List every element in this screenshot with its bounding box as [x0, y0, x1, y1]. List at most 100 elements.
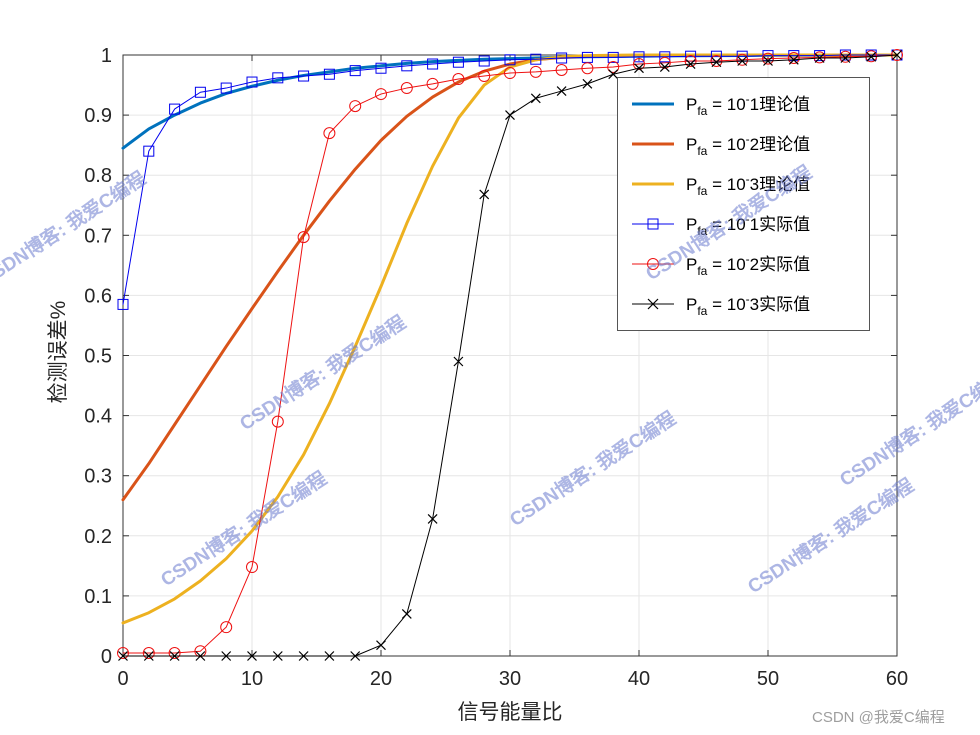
- x-marker: [892, 50, 902, 60]
- x-marker: [659, 62, 670, 72]
- x-marker: [814, 53, 825, 63]
- legend-item: Pfa = 10-3理论值: [618, 164, 869, 204]
- csdn-credit: CSDN @我爱C编程: [812, 709, 945, 726]
- square-marker: [220, 82, 232, 94]
- x-marker: [711, 57, 722, 68]
- circle-marker: [117, 646, 129, 659]
- x-marker: [350, 651, 361, 661]
- circle-marker: [246, 561, 258, 574]
- legend-line-sample: [632, 182, 674, 186]
- x-tick-label: 20: [370, 668, 392, 690]
- legend-label: Pfa = 10-1实际值: [686, 212, 811, 238]
- series-line: [121, 53, 899, 625]
- square-marker: [427, 58, 439, 70]
- legend-item: Pfa = 10-1实际值: [618, 204, 869, 244]
- legend-item: Pfa = 10-3实际值: [618, 284, 869, 324]
- x-marker: [272, 651, 283, 661]
- circle-marker: [400, 82, 413, 95]
- circle-marker: [581, 62, 594, 75]
- y-tick-label: 0.7: [84, 225, 112, 247]
- legend-label: Pfa = 10-2理论值: [686, 132, 811, 158]
- x-marker: [453, 356, 464, 367]
- circle-marker: [297, 231, 310, 244]
- x-marker: [530, 93, 541, 104]
- legend-line-sample: [632, 298, 674, 310]
- square-marker: [633, 51, 645, 63]
- square-marker: [194, 86, 206, 98]
- x-marker: [376, 640, 386, 651]
- x-marker: [247, 651, 257, 661]
- x-marker: [582, 78, 593, 89]
- x-marker: [324, 651, 335, 661]
- legend-label: Pfa = 10-2实际值: [686, 252, 811, 278]
- circle-marker: [633, 58, 645, 71]
- x-marker: [685, 59, 696, 69]
- square-marker: [117, 298, 129, 310]
- square-marker: [246, 76, 258, 88]
- x-tick-label: 30: [499, 668, 521, 690]
- x-tick-label: 0: [117, 668, 128, 690]
- legend-label: Pfa = 10-3实际值: [686, 292, 811, 318]
- x-marker: [298, 651, 309, 661]
- circle-marker: [787, 52, 800, 65]
- circle-marker: [142, 646, 155, 659]
- x-marker: [401, 609, 412, 619]
- circle-marker: [504, 67, 516, 80]
- y-tick-label: 0.1: [84, 586, 112, 608]
- y-tick-label: 0: [101, 646, 112, 668]
- square-marker: [272, 72, 284, 84]
- y-axis-label: 检测误差%: [47, 300, 70, 404]
- legend-item: Pfa = 10-2实际值: [618, 244, 869, 284]
- square-marker: [143, 145, 155, 157]
- square-marker: [401, 60, 413, 72]
- square-marker: [607, 51, 619, 63]
- y-tick-label: 1: [101, 45, 112, 67]
- circle-marker: [168, 646, 181, 659]
- legend-line-sample: [632, 102, 674, 106]
- x-marker: [195, 651, 206, 661]
- circle-marker: [710, 55, 723, 68]
- y-tick-label: 0.8: [84, 165, 112, 187]
- x-marker: [608, 69, 619, 80]
- circle-marker: [529, 65, 542, 78]
- x-marker: [221, 651, 232, 661]
- x-marker: [840, 53, 851, 63]
- x-tick-label: 50: [757, 668, 779, 690]
- x-tick-label: 10: [241, 668, 263, 690]
- x-marker: [505, 110, 515, 121]
- square-marker: [504, 54, 516, 66]
- x-marker: [556, 86, 567, 96]
- series-line: [122, 54, 898, 305]
- x-marker: [866, 51, 877, 62]
- circle-marker: [607, 61, 620, 74]
- x-tick-label: 60: [886, 668, 908, 690]
- circle-marker: [736, 53, 749, 66]
- series-line: [122, 54, 898, 654]
- circle-marker: [658, 56, 671, 69]
- x-axis-label: 信号能量比: [457, 701, 563, 724]
- square-marker: [349, 65, 361, 77]
- x-marker: [788, 54, 799, 65]
- x-marker: [427, 514, 438, 524]
- circle-marker: [271, 415, 284, 428]
- x-marker: [737, 56, 748, 66]
- circle-marker: [426, 77, 439, 90]
- x-tick-label: 40: [628, 668, 650, 690]
- legend-item: Pfa = 10-1理论值: [618, 84, 869, 124]
- square-marker: [323, 68, 335, 80]
- x-marker: [118, 651, 128, 661]
- x-marker: [169, 651, 180, 661]
- circle-marker: [684, 55, 697, 68]
- square-marker: [478, 55, 490, 67]
- square-marker: [169, 103, 181, 115]
- circle-marker: [762, 52, 774, 65]
- x-marker: [763, 56, 773, 66]
- y-tick-label: 0.6: [84, 285, 112, 307]
- legend-item: Pfa = 10-2理论值: [618, 124, 869, 164]
- square-marker: [659, 51, 671, 63]
- circle-marker: [375, 88, 387, 101]
- square-marker: [530, 53, 542, 65]
- circle-marker: [478, 70, 491, 83]
- y-tick-label: 0.3: [84, 466, 112, 488]
